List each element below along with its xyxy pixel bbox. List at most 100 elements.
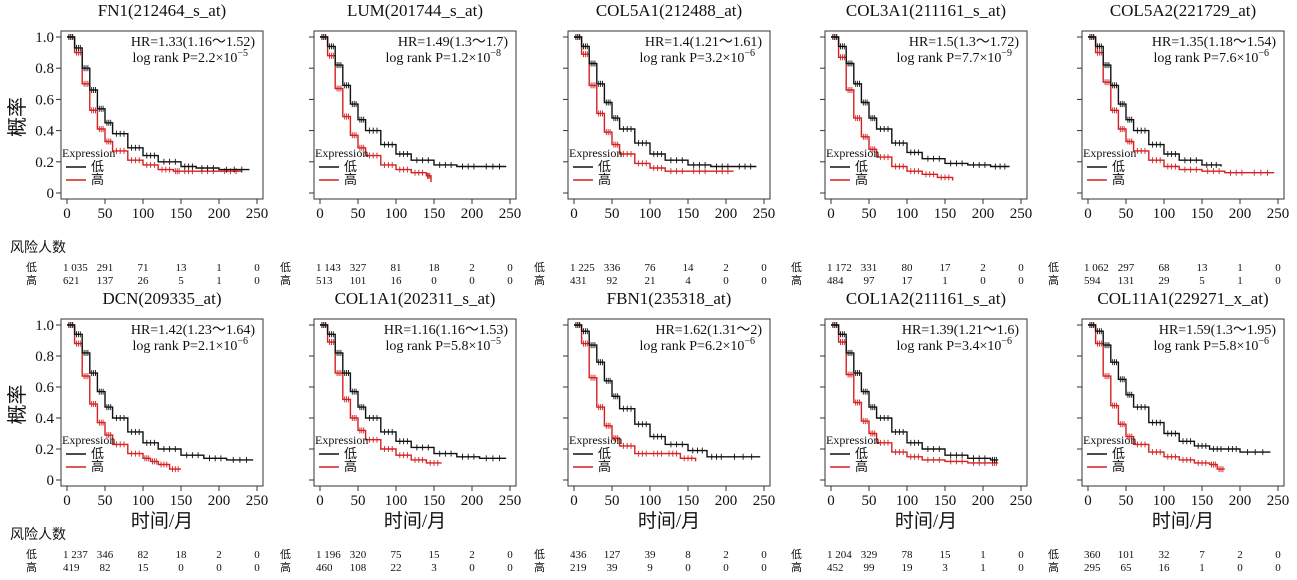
- p-exponent: −6: [1001, 336, 1012, 347]
- risk-count-low: 15: [940, 549, 952, 561]
- risk-count-high: 1: [1237, 275, 1243, 287]
- risk-count-high: 0: [980, 275, 986, 287]
- panel-title: FBN1(235318_at): [607, 289, 732, 308]
- p-mantissa: 5.8×10: [451, 339, 490, 354]
- risk-count-high: 460: [316, 562, 333, 574]
- p-mantissa: 6.2×10: [705, 339, 744, 354]
- risk-row-label-high: 高: [280, 560, 291, 574]
- hr-label: HR=1.35(1.18～1.54): [1152, 35, 1277, 50]
- censor-marks-low: [575, 322, 753, 460]
- risk-count-high: 9: [647, 562, 653, 574]
- x-tick-label: 100: [896, 206, 919, 222]
- risk-count-low: 0: [1018, 262, 1024, 274]
- p-prefix: log rank P=: [133, 339, 199, 354]
- p-prefix: log rank P=: [386, 51, 452, 66]
- risk-count-high: 0: [1237, 562, 1243, 574]
- risk-count-high: 5: [178, 275, 184, 287]
- p-value-label: log rank P=3.4×10−6: [897, 336, 1013, 354]
- risk-count-low: 76: [645, 262, 657, 274]
- km-curve-low: [1088, 324, 1271, 453]
- x-tick-label: 0: [827, 206, 835, 222]
- censor-marks-low: [832, 34, 1006, 170]
- risk-row-label-low: 低: [791, 261, 802, 274]
- risk-count-high: 419: [63, 562, 80, 574]
- p-prefix: log rank P=: [640, 51, 706, 66]
- risk-count-low: 8: [685, 549, 691, 561]
- risk-count-high: 65: [1121, 562, 1133, 574]
- x-tick-label: 50: [351, 206, 366, 222]
- risk-count-high: 99: [864, 562, 876, 574]
- risk-row-label-high: 高: [534, 273, 545, 287]
- x-tick-label: 200: [1229, 493, 1252, 509]
- legend-label-low: 低: [1112, 446, 1125, 461]
- km-panel-6: DCN(209335_at)00.20.40.60.81.00 50 100 150 2…: [6, 289, 268, 574]
- risk-count-high: 0: [1018, 562, 1024, 574]
- risk-count-high: 0: [1275, 275, 1281, 287]
- km-curve-low: [320, 36, 507, 168]
- risk-count-low: 1: [980, 549, 986, 561]
- risk-row-label-high: 高: [791, 560, 802, 574]
- km-curve-high: [320, 36, 432, 183]
- x-tick-label: 50: [605, 206, 620, 222]
- km-panel-10: COL11A1(229271_x_at)0 50 100 150 200 250时间/月H…: [1048, 289, 1289, 574]
- plot-frame: [313, 318, 517, 487]
- risk-count-low: 0: [1275, 549, 1281, 561]
- risk-count-low: 1 035: [63, 262, 88, 274]
- legend-label-high: 高: [344, 172, 357, 187]
- x-tick-label: 0: [1084, 493, 1092, 509]
- risk-count-high: 15: [138, 562, 150, 574]
- p-exponent: −8: [490, 48, 501, 59]
- risk-count-high: 21: [645, 275, 656, 287]
- p-prefix: log rank P=: [386, 339, 452, 354]
- risk-row-label-low: 低: [26, 261, 37, 274]
- risk-row-label-low: 低: [26, 548, 37, 561]
- risk-count-high: 0: [216, 562, 222, 574]
- risk-count-low: 1 204: [827, 549, 852, 561]
- x-tick-label: 150: [934, 206, 957, 222]
- legend-label-low: 低: [91, 159, 104, 174]
- y-tick-label: 0.8: [35, 349, 54, 365]
- km-curve-high: [831, 36, 954, 181]
- risk-count-low: 0: [507, 549, 513, 561]
- legend-title: Expression: [315, 146, 368, 160]
- risk-row-label-low: 低: [280, 261, 291, 274]
- panel-title: COL5A2(221729_at): [1110, 1, 1256, 20]
- plot-frame: [1081, 318, 1285, 487]
- risk-count-high: 621: [63, 275, 80, 287]
- x-tick-label: 250: [1010, 206, 1033, 222]
- x-tick-label: 100: [132, 206, 155, 222]
- risk-count-low: 78: [902, 549, 914, 561]
- x-tick-label: 150: [934, 493, 957, 509]
- censor-marks-low: [68, 322, 248, 463]
- x-tick-label: 250: [753, 493, 776, 509]
- x-axis-label: 时间/月: [1152, 510, 1214, 532]
- risk-count-high: 137: [97, 275, 114, 287]
- x-tick-label: 0: [63, 493, 71, 509]
- risk-count-high: 22: [391, 562, 402, 574]
- risk-count-high: 295: [1084, 562, 1101, 574]
- panel-title: DCN(209335_at): [103, 289, 222, 308]
- x-tick-label: 50: [605, 493, 620, 509]
- x-tick-label: 50: [862, 493, 877, 509]
- panel-title: COL5A1(212488_at): [596, 1, 742, 20]
- p-mantissa: 3.4×10: [962, 339, 1001, 354]
- x-tick-label: 150: [170, 493, 193, 509]
- legend-label-high: 高: [1112, 459, 1125, 474]
- legend-label-high: 高: [855, 172, 868, 187]
- risk-count-high: 97: [864, 275, 876, 287]
- x-tick-label: 200: [208, 493, 231, 509]
- risk-count-low: 13: [1197, 262, 1209, 274]
- p-exponent: −6: [1258, 336, 1269, 347]
- x-tick-label: 50: [1119, 493, 1134, 509]
- risk-count-low: 68: [1159, 262, 1171, 274]
- legend-label-high: 高: [1112, 172, 1125, 187]
- risk-count-low: 0: [761, 262, 767, 274]
- plot-frame: [567, 318, 771, 487]
- y-tick-label: 0: [47, 473, 55, 489]
- risk-count-low: 0: [1018, 549, 1024, 561]
- risk-count-high: 0: [507, 562, 513, 574]
- risk-count-high: 484: [827, 275, 844, 287]
